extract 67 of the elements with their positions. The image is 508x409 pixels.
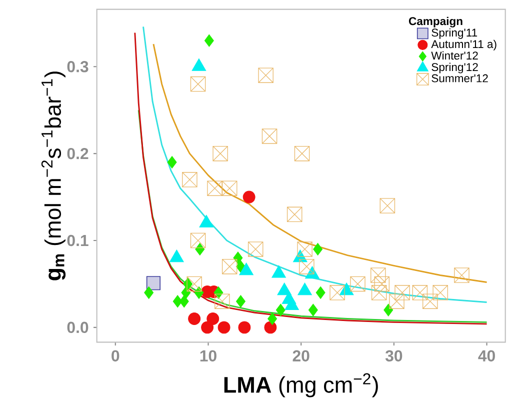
point bbox=[422, 294, 438, 310]
point bbox=[242, 191, 256, 204]
point bbox=[308, 304, 318, 317]
point bbox=[374, 276, 390, 292]
point bbox=[214, 294, 230, 310]
x-tick-label: 0 bbox=[112, 350, 120, 362]
point bbox=[181, 286, 191, 300]
x-tick-label: 40 bbox=[478, 350, 495, 362]
point bbox=[222, 259, 238, 274]
point bbox=[204, 34, 214, 48]
point bbox=[238, 321, 251, 334]
point bbox=[380, 198, 396, 214]
point bbox=[212, 146, 228, 162]
point bbox=[313, 243, 323, 256]
point bbox=[188, 312, 201, 326]
point bbox=[179, 295, 189, 308]
point bbox=[286, 207, 302, 222]
point bbox=[186, 276, 202, 292]
legend-label: Winter'12 bbox=[431, 52, 478, 60]
x-tick-label: 20 bbox=[292, 350, 310, 362]
point bbox=[389, 294, 404, 310]
point bbox=[144, 286, 154, 300]
point bbox=[268, 312, 278, 326]
y-tick-label: 0.0 bbox=[67, 322, 88, 334]
point bbox=[248, 242, 264, 258]
point bbox=[384, 304, 394, 317]
point bbox=[264, 321, 277, 334]
x-axis-title: LMA (mg cm$^{−2}$) bbox=[224, 373, 378, 398]
point bbox=[432, 285, 448, 301]
point bbox=[276, 304, 286, 317]
point bbox=[262, 128, 278, 144]
point bbox=[218, 321, 230, 334]
text: g$_{m}$ (mol m$^{−2}$s$^{−1}$bar$^{−1}$) bbox=[41, 72, 66, 281]
point bbox=[394, 285, 410, 301]
legend-label: Spring'12 bbox=[432, 63, 478, 74]
line-series bbox=[138, 110, 488, 324]
point bbox=[454, 268, 470, 284]
legend-label: Summer'12 bbox=[432, 74, 488, 82]
point bbox=[195, 243, 205, 256]
point bbox=[146, 276, 160, 290]
point bbox=[206, 312, 220, 326]
point bbox=[370, 268, 386, 284]
legend-title: Campaign bbox=[408, 17, 462, 28]
point bbox=[172, 295, 182, 308]
point bbox=[412, 285, 428, 301]
point bbox=[233, 252, 243, 264]
point bbox=[190, 76, 206, 92]
point bbox=[258, 68, 274, 84]
y-tick-label: 0.1 bbox=[67, 235, 88, 246]
x-tick-label: 10 bbox=[200, 350, 216, 362]
point bbox=[330, 285, 345, 301]
point bbox=[167, 156, 177, 169]
y-tick-label: 0.2 bbox=[67, 148, 88, 160]
point bbox=[297, 242, 312, 258]
point bbox=[190, 233, 206, 248]
point bbox=[294, 146, 310, 162]
point bbox=[236, 295, 246, 308]
legend-label: Autumn'11 a) bbox=[431, 40, 496, 51]
point bbox=[182, 172, 198, 188]
point bbox=[316, 286, 326, 300]
point bbox=[350, 276, 366, 292]
legend-label: Spring'11 bbox=[432, 28, 478, 40]
y-tick-label: 0.3 bbox=[67, 61, 88, 73]
point bbox=[371, 285, 387, 301]
x-tick-label: 30 bbox=[385, 350, 402, 362]
point bbox=[201, 321, 214, 334]
point bbox=[299, 259, 314, 274]
